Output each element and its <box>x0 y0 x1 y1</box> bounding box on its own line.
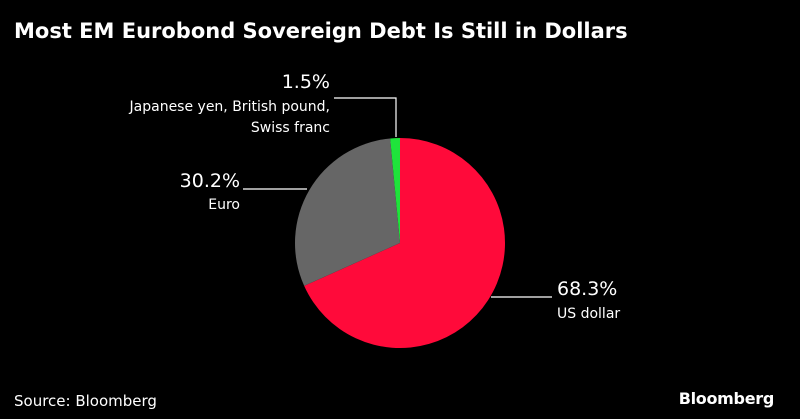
pie-slices <box>295 138 506 348</box>
pie-slice-us-dollar <box>304 138 506 348</box>
category-label-other-currencies-line-2: Swiss franc <box>251 120 330 136</box>
value-label-us-dollar: 68.3% <box>557 278 617 300</box>
bloomberg-logo: Bloomberg <box>678 389 775 408</box>
source-note: Source: Bloomberg <box>14 392 157 410</box>
category-label-euro: Euro <box>208 197 240 213</box>
value-label-other-currencies: 1.5% <box>282 71 330 93</box>
category-label-other-currencies-line-1: Japanese yen, British pound, <box>129 99 330 115</box>
pie-slice-other-currencies <box>390 138 400 243</box>
leader-line-other-currencies <box>334 97 397 137</box>
chart-title: Most EM Eurobond Sovereign Debt Is Still… <box>14 19 628 43</box>
category-label-us-dollar: US dollar <box>557 306 620 322</box>
pie-slice-euro <box>295 138 400 286</box>
value-label-euro: 30.2% <box>180 170 240 192</box>
